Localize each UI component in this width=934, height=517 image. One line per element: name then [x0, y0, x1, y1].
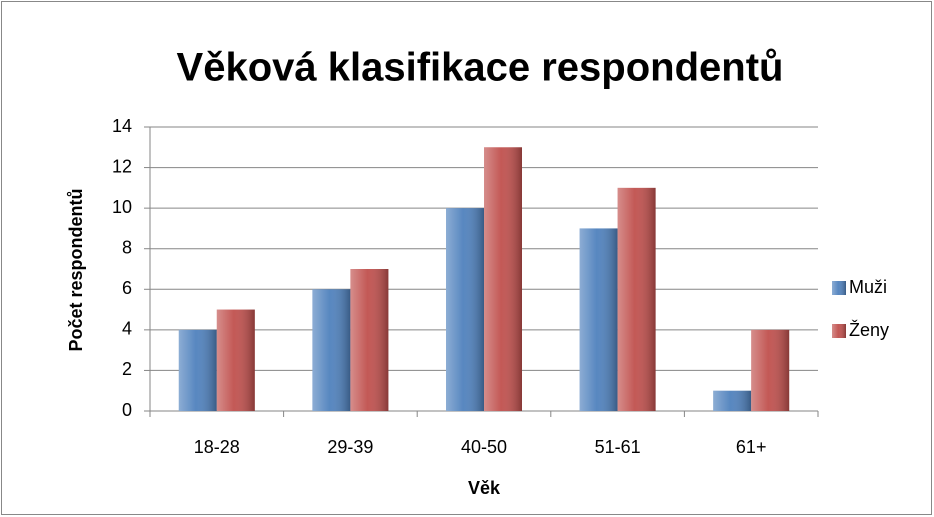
x-tick-label: 29-39 — [327, 437, 373, 457]
bar — [312, 289, 351, 411]
y-tick-label: 12 — [112, 156, 132, 176]
legend-swatch-shade — [832, 281, 846, 295]
bar — [350, 269, 389, 411]
bar — [178, 329, 217, 411]
y-tick-label: 10 — [112, 197, 132, 217]
bar — [617, 187, 656, 411]
y-tick-label: 8 — [122, 237, 132, 257]
y-tick-label: 14 — [112, 116, 132, 136]
x-tick-label: 40-50 — [461, 437, 507, 457]
legend-label: Muži — [849, 277, 887, 297]
y-tick-label: 2 — [122, 359, 132, 379]
bar — [579, 228, 618, 411]
x-tick-label: 51-61 — [595, 437, 641, 457]
y-tick-label: 0 — [122, 400, 132, 420]
y-tick-label: 6 — [122, 278, 132, 298]
x-tick-label: 61+ — [736, 437, 767, 457]
legend-label: Ženy — [849, 320, 889, 340]
bar — [751, 329, 790, 411]
y-axis-title: Počet respondentů — [66, 188, 86, 351]
bar — [216, 309, 255, 411]
bar — [446, 208, 484, 411]
legend-swatch-shade — [832, 324, 846, 338]
x-tick-label: 18-28 — [194, 437, 240, 457]
bar — [484, 147, 522, 412]
y-tick-label: 4 — [122, 319, 132, 339]
bar — [713, 390, 752, 411]
chart-title: Věková klasifikace respondentů — [177, 46, 784, 90]
x-axis-title: Věk — [468, 478, 501, 498]
